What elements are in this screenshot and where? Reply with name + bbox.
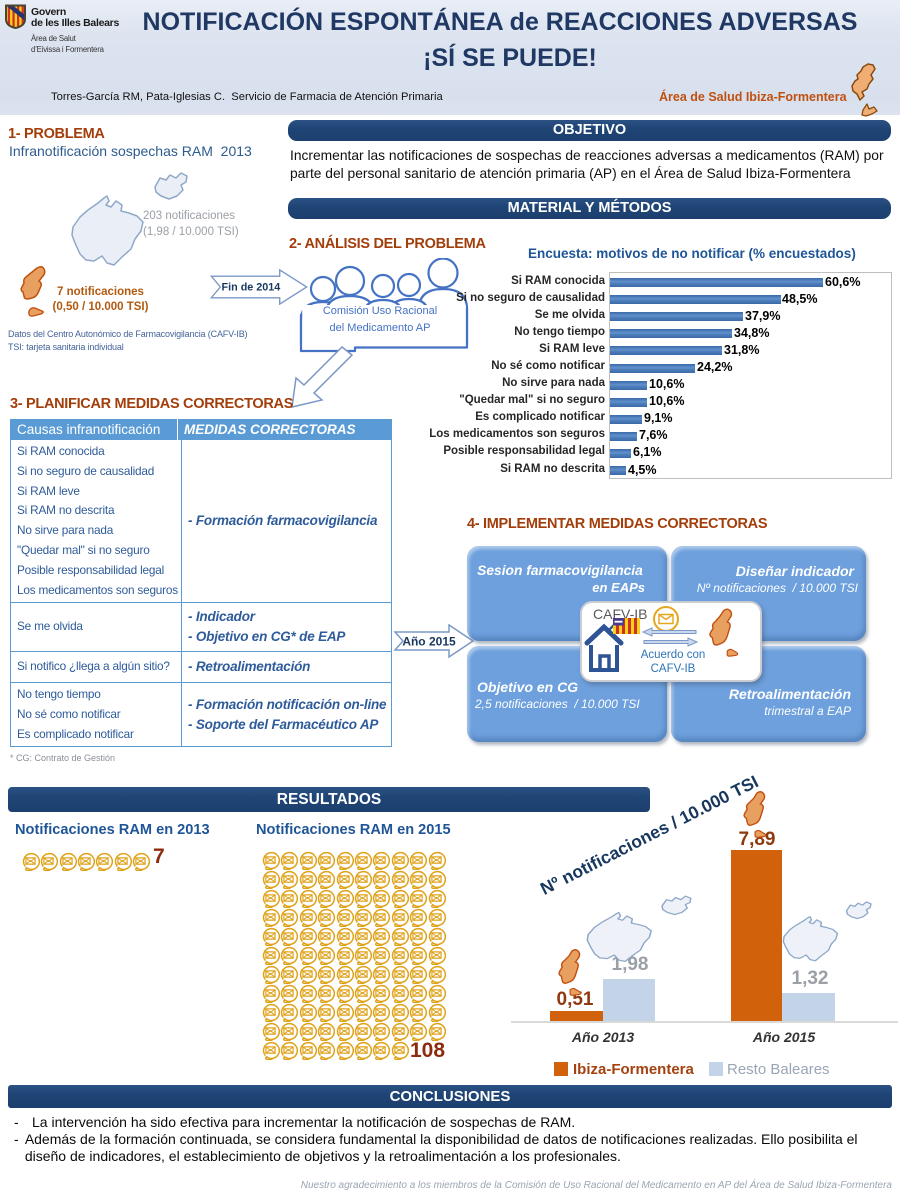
svg-text:Fin de 2014: Fin de 2014	[222, 282, 281, 294]
svg-text:Año 2015: Año 2015	[402, 635, 456, 649]
